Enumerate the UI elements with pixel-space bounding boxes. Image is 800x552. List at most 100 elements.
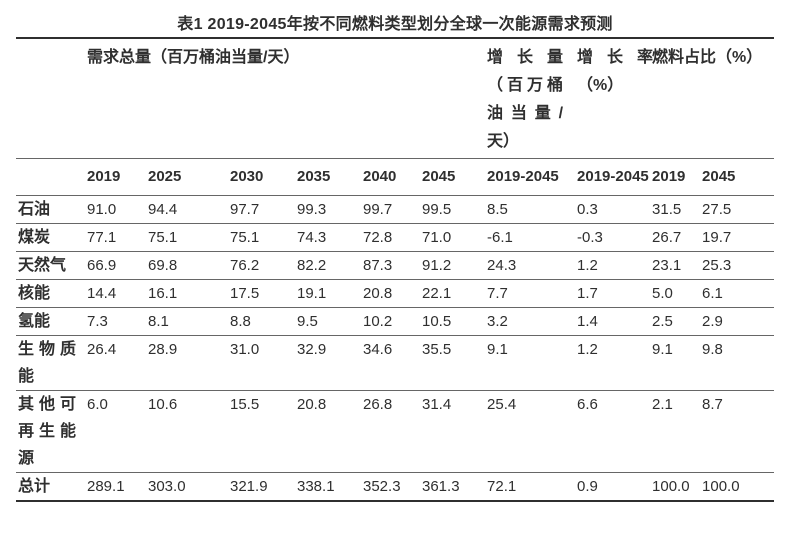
header-year-row: 2019 2025 2030 2035 2040 2045 2019-2045 … xyxy=(16,158,775,196)
data-cell: 69.8 xyxy=(148,251,230,280)
table-row: 天然气 66.9 69.8 76.2 82.2 87.3 91.2 24.3 1.2 23.1 25… xyxy=(16,251,775,280)
data-cell: 10.2 xyxy=(363,307,422,336)
data-cell: 26.7 xyxy=(652,223,703,252)
table-body: 石油 91.0 94.4 97.7 99.3 99.7 99.5 8.5 0.3 31.5 27.5… xyxy=(16,195,775,502)
row-label-cell: 核能 xyxy=(16,279,87,308)
header-year-2040: 2040 xyxy=(363,158,422,196)
data-cell: 10.5 xyxy=(422,307,488,336)
table-row-total: 总计 289.1 303.0 321.9 338.1 352.3 361.3 72.1 0.9 1… xyxy=(16,473,774,502)
header-demand-total: 需求总量（百万桶油当量/天） xyxy=(87,38,488,159)
data-cell: 14.4 xyxy=(87,279,148,308)
data-cell: 1.4 xyxy=(577,307,653,336)
header-period-growth-amount: 2019-2045 xyxy=(487,158,578,196)
data-cell: 91.2 xyxy=(422,251,488,280)
data-cell: 72.1 xyxy=(487,478,517,495)
data-cell: 28.9 xyxy=(148,335,230,391)
data-cell: 31.0 xyxy=(230,335,297,391)
data-cell: 26.8 xyxy=(363,390,422,473)
data-cell: 31.4 xyxy=(422,390,488,473)
row-label: 氢能 xyxy=(18,313,51,330)
header-growth-amount: 增长量（百万桶油当量/天） xyxy=(487,38,578,159)
data-cell: 100.0 xyxy=(652,478,690,495)
data-cell: 8.8 xyxy=(230,307,297,336)
data-cell: -0.3 xyxy=(577,223,653,252)
data-cell: 31.5 xyxy=(652,195,703,224)
data-cell: 6.0 xyxy=(87,390,148,473)
data-cell: 82.2 xyxy=(297,251,363,280)
row-label: 总计 xyxy=(18,478,51,495)
row-label-cell: 天然气 xyxy=(16,251,87,280)
header-year-2045: 2045 xyxy=(422,158,488,196)
data-cell: 9.1 xyxy=(487,335,578,391)
data-cell: 94.4 xyxy=(148,195,230,224)
data-cell: -6.1 xyxy=(487,223,578,252)
data-cell: 20.8 xyxy=(363,279,422,308)
data-cell: 32.9 xyxy=(297,335,363,391)
data-cell: 7.3 xyxy=(87,307,148,336)
table-row: 煤炭 77.1 75.1 75.1 74.3 72.8 71.0 -6.1 -0.3 26.7 19… xyxy=(16,223,775,252)
data-cell: 22.1 xyxy=(422,279,488,308)
data-cell: 35.5 xyxy=(422,335,488,391)
header-growth-amount-label: 增长量（百万桶油当量/天） xyxy=(487,49,564,150)
data-cell: 10.6 xyxy=(148,390,230,473)
table-row: 其他可再生能源 6.0 10.6 15.5 20.8 26.8 31.4 25.4 6.6 2.1… xyxy=(16,390,775,473)
header-period-label: 2019-2045 xyxy=(487,168,559,185)
data-cell: 91.0 xyxy=(87,195,148,224)
data-cell: 0.3 xyxy=(577,195,653,224)
header-period-label: 2019-2045 xyxy=(577,168,649,185)
data-cell: 9.5 xyxy=(297,307,363,336)
data-cell: 75.1 xyxy=(148,223,230,252)
data-cell: 338.1 xyxy=(297,478,335,495)
data-cell: 23.1 xyxy=(652,251,703,280)
data-cell: 20.8 xyxy=(297,390,363,473)
data-cell: 2.1 xyxy=(652,390,703,473)
data-cell: 25.4 xyxy=(487,390,578,473)
data-cell: 2.9 xyxy=(702,307,775,336)
data-cell: 17.5 xyxy=(230,279,297,308)
row-label-cell: 煤炭 xyxy=(16,223,87,252)
data-cell: 0.9 xyxy=(577,478,598,495)
row-label: 石油 xyxy=(18,201,51,218)
data-cell: 99.5 xyxy=(422,195,488,224)
row-label: 其他可再生能源 xyxy=(18,396,76,467)
data-cell: 71.0 xyxy=(422,223,488,252)
table-row: 氢能 7.3 8.1 8.8 9.5 10.2 10.5 3.2 1.4 2.5 2.9 xyxy=(16,307,775,336)
row-label-cell: 总计 xyxy=(16,473,87,502)
header-growth-rate-label: 增长率（%） xyxy=(577,49,654,94)
data-cell: 97.7 xyxy=(230,195,297,224)
table-row: 核能 14.4 16.1 17.5 19.1 20.8 22.1 7.7 1.7 5.0 6.1 xyxy=(16,279,775,308)
header-empty-cell xyxy=(16,38,87,159)
data-cell: 1.2 xyxy=(577,335,653,391)
data-cell: 8.1 xyxy=(148,307,230,336)
data-cell: 8.7 xyxy=(702,390,775,473)
data-cell: 352.3 xyxy=(363,478,401,495)
row-label: 核能 xyxy=(18,285,51,302)
header-empty-cell xyxy=(16,158,87,196)
header-fuel-share: 燃料占比（%） xyxy=(652,38,775,159)
header-period-growth-rate: 2019-2045 xyxy=(577,158,653,196)
data-cell: 6.6 xyxy=(577,390,653,473)
table-row: 石油 91.0 94.4 97.7 99.3 99.7 99.5 8.5 0.3 31.5 27.5 xyxy=(16,195,775,224)
header-growth-rate: 增长率（%） xyxy=(577,38,654,159)
header-year-2025: 2025 xyxy=(148,158,230,196)
data-cell: 361.3 xyxy=(422,478,460,495)
data-cell: 87.3 xyxy=(363,251,422,280)
data-cell: 9.8 xyxy=(702,335,775,391)
header-year-2019: 2019 xyxy=(87,158,148,196)
data-cell: 15.5 xyxy=(230,390,297,473)
table-title: 表1 2019-2045年按不同燃料类型划分全球一次能源需求预测 xyxy=(177,16,613,33)
data-cell: 34.6 xyxy=(363,335,422,391)
data-cell: 100.0 xyxy=(702,478,740,495)
data-cell: 99.3 xyxy=(297,195,363,224)
data-cell: 72.8 xyxy=(363,223,422,252)
data-cell: 6.1 xyxy=(702,279,775,308)
data-cell: 7.7 xyxy=(487,279,578,308)
data-cell: 289.1 xyxy=(87,478,125,495)
row-label: 生物质能 xyxy=(18,341,76,385)
data-cell: 24.3 xyxy=(487,251,578,280)
data-cell: 16.1 xyxy=(148,279,230,308)
data-cell: 1.2 xyxy=(577,251,653,280)
data-cell: 26.4 xyxy=(87,335,148,391)
row-label-cell: 生物质能 xyxy=(16,335,87,391)
